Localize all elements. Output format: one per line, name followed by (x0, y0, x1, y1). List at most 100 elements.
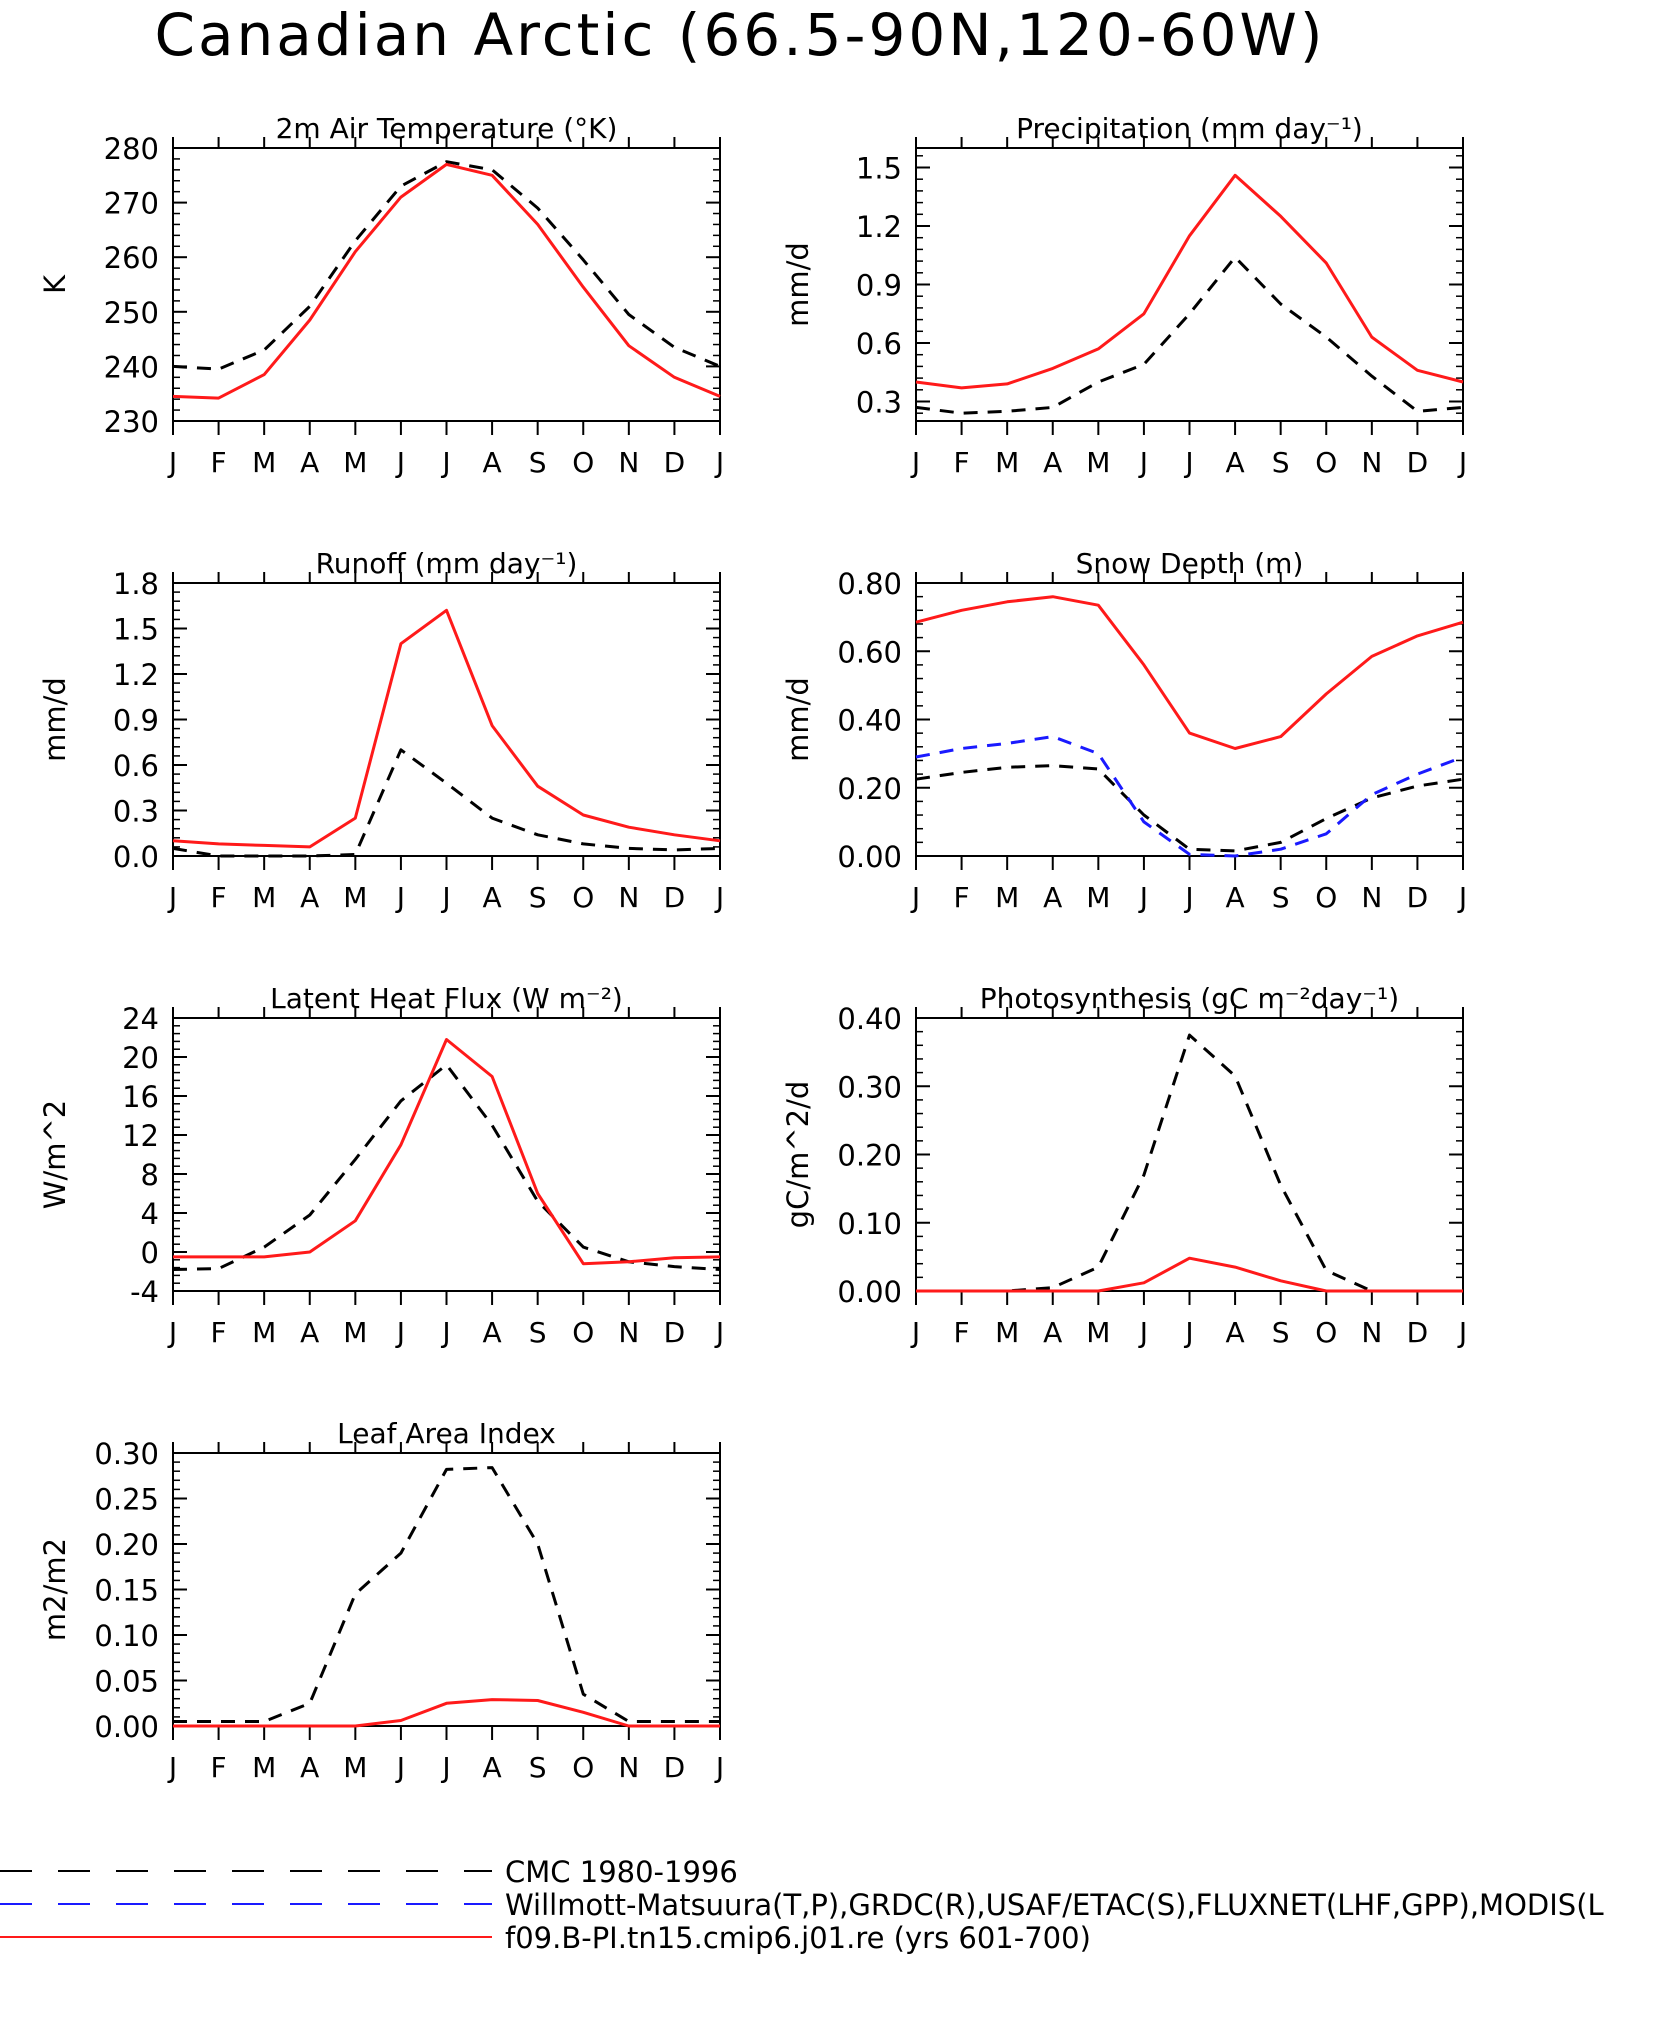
x-tick-label: O (572, 1316, 594, 1349)
x-tick-label: S (1272, 446, 1290, 479)
x-tick-label: A (483, 446, 502, 479)
y-tick-label: 0.6 (113, 749, 159, 783)
y-tick-label: 0.80 (837, 567, 902, 601)
x-tick-label: A (1043, 446, 1062, 479)
y-tick-label: 0.25 (94, 1483, 159, 1517)
y-tick-label: 0.3 (856, 386, 902, 420)
x-tick-label: J (1138, 881, 1148, 914)
x-tick-label: S (529, 1751, 547, 1784)
y-tick-label: 0.30 (837, 1070, 902, 1104)
x-tick-label: D (664, 881, 686, 914)
chart-panel-2: Precipitation (mm day⁻¹)0.30.60.91.21.5J… (781, 112, 1467, 479)
plot-frame (172, 1017, 721, 1292)
y-tick-label: 0.40 (837, 1002, 902, 1036)
x-tick-label: N (618, 1751, 639, 1784)
x-tick-label: O (572, 881, 594, 914)
y-tick-label: 0.15 (94, 1574, 159, 1608)
x-tick-label: F (954, 1316, 970, 1349)
y-tick-label: 0.40 (837, 704, 902, 738)
chart-panels: 2m Air Temperature (°K)23024025026027028… (38, 112, 1467, 1784)
y-tick-label: -4 (130, 1275, 159, 1309)
x-tick-label: F (954, 446, 970, 479)
y-tick-label: 230 (104, 405, 159, 439)
x-tick-label: J (395, 1751, 405, 1784)
series-line-model (173, 1038, 721, 1266)
y-tick-label: 1.2 (113, 658, 159, 692)
y-tick-label: 0.00 (837, 1275, 902, 1309)
x-tick-label: A (1226, 446, 1245, 479)
y-tick-label: 4 (141, 1197, 159, 1231)
y-axis-label: K (38, 274, 72, 294)
x-tick-label: S (529, 881, 547, 914)
plot-frame (915, 147, 1464, 422)
x-tick-label: S (529, 1316, 547, 1349)
x-tick-label: M (995, 881, 1019, 914)
y-tick-label: 270 (104, 187, 159, 221)
x-tick-label: J (714, 446, 724, 479)
x-tick-label: J (167, 446, 177, 479)
y-tick-label: 0.3 (113, 795, 159, 829)
chart-panel-4: Snow Depth (m)0.000.200.400.600.80J F M A M J… (781, 547, 1467, 914)
x-tick-label: J (440, 446, 450, 479)
y-tick-label: 20 (122, 1041, 159, 1075)
x-tick-label: O (1315, 446, 1337, 479)
y-tick-label: 0.00 (94, 1710, 159, 1744)
x-tick-label: D (1407, 1316, 1429, 1349)
legend-label: f09.B-PI.tn15.cmip6.j01.re (yrs 601-700) (505, 1921, 1091, 1955)
x-tick-label: M (343, 881, 367, 914)
x-tick-label: A (483, 1316, 502, 1349)
y-tick-label: 0.9 (856, 269, 902, 303)
y-tick-label: 0.9 (113, 704, 159, 738)
x-tick-label: J (714, 1316, 724, 1349)
x-tick-label: J (1183, 1316, 1193, 1349)
x-tick-label: J (1138, 446, 1148, 479)
x-tick-label: M (343, 1316, 367, 1349)
y-tick-label: 0 (141, 1236, 159, 1270)
x-tick-label: A (300, 881, 319, 914)
x-tick-label: S (1272, 881, 1290, 914)
legend-item-model: f09.B-PI.tn15.cmip6.j01.re (yrs 601-700) (0, 1921, 1091, 1955)
x-tick-label: A (1226, 1316, 1245, 1349)
x-tick-label: O (1315, 1316, 1337, 1349)
x-tick-label: M (1086, 446, 1110, 479)
x-tick-label: F (211, 881, 227, 914)
chart-panel-7: Leaf Area Index0.000.050.100.150.200.250… (38, 1417, 724, 1784)
x-tick-label: D (664, 1316, 686, 1349)
y-tick-label: 0.20 (837, 772, 902, 806)
x-tick-label: J (1457, 881, 1467, 914)
x-tick-label: D (1407, 446, 1429, 479)
x-tick-label: M (343, 1751, 367, 1784)
x-tick-label: J (714, 881, 724, 914)
series-line-cmc (915, 255, 1464, 415)
y-tick-label: 240 (104, 350, 159, 384)
x-tick-label: M (1086, 1316, 1110, 1349)
x-tick-label: J (167, 1316, 177, 1349)
y-tick-label: 0.05 (94, 1665, 159, 1699)
chart-panel-6: Photosynthesis (gC m⁻²day⁻¹)0.000.100.20… (781, 982, 1467, 1349)
plot-frame (172, 1452, 721, 1727)
y-tick-label: 8 (141, 1158, 159, 1192)
x-tick-label: N (618, 1316, 639, 1349)
legend-label: CMC 1980-1996 (505, 1855, 738, 1889)
series-line-model (915, 595, 1464, 750)
y-axis-label: mm/d (38, 677, 72, 762)
x-tick-label: J (1183, 881, 1193, 914)
x-tick-label: M (995, 446, 1019, 479)
y-tick-label: 12 (122, 1119, 159, 1153)
series-line-cmc (172, 160, 721, 371)
x-tick-label: J (714, 1751, 724, 1784)
x-tick-label: A (483, 881, 502, 914)
series-line-cmc (915, 764, 1464, 853)
y-tick-label: 0.0 (113, 840, 159, 874)
page-title: Canadian Arctic (66.5-90N,120-60W) (154, 1, 1326, 69)
series-line-model (915, 173, 1464, 390)
x-tick-label: J (1457, 1316, 1467, 1349)
series-line-model (172, 608, 721, 849)
x-tick-label: O (572, 446, 594, 479)
x-tick-label: A (483, 1751, 502, 1784)
x-tick-label: D (664, 1751, 686, 1784)
x-tick-label: M (252, 1751, 276, 1784)
y-tick-label: 1.5 (856, 152, 902, 186)
y-tick-label: 250 (104, 296, 159, 330)
